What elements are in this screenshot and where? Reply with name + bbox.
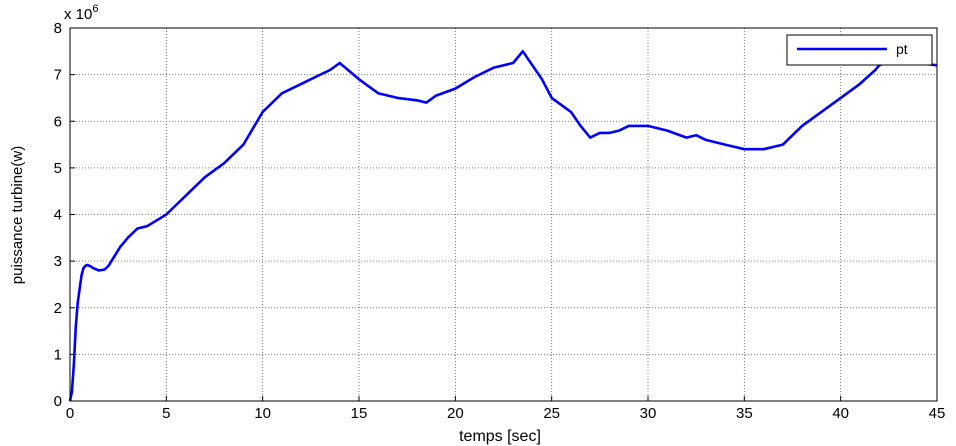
- series-layer: [68, 49, 938, 402]
- x-tick-label: 5: [162, 405, 170, 422]
- legend-label-pt: pt: [896, 41, 908, 57]
- y-tick-label: 1: [54, 346, 62, 363]
- y-multiplier-label: x 106: [64, 3, 98, 23]
- y-tick-label: 7: [54, 67, 62, 84]
- x-tick-label: 0: [66, 405, 74, 422]
- x-tick-label: 15: [351, 405, 368, 422]
- y-multiplier-exponent: 6: [92, 3, 98, 15]
- y-multiplier-base: x 10: [64, 6, 92, 23]
- x-tick-label: 45: [929, 405, 946, 422]
- series-line-pt: [68, 49, 938, 402]
- x-tick-label: 10: [254, 405, 271, 422]
- y-tick-label: 6: [54, 113, 62, 130]
- y-axis-label: puissance turbine(w): [9, 146, 26, 284]
- x-axis-label: temps [sec]: [459, 428, 541, 445]
- x-tick-label: 30: [640, 405, 657, 422]
- x-tick-label: 20: [447, 405, 464, 422]
- y-tick-label: 2: [54, 300, 62, 317]
- plot-frame: [69, 27, 938, 402]
- plot-area: [70, 28, 937, 401]
- y-tick-label: 5: [54, 160, 62, 177]
- y-tick-label: 8: [54, 20, 62, 37]
- y-tick-label: 4: [54, 207, 62, 224]
- x-tick-label: 25: [543, 405, 560, 422]
- x-tick-label: 40: [832, 405, 849, 422]
- y-axis-ticks: 0 1 2 3 4 5 6 7 8: [54, 20, 75, 410]
- legend: pt: [786, 34, 933, 66]
- y-tick-label: 0: [54, 393, 62, 410]
- x-axis-ticks: 0 5 10 15 20 25 30 35 40 45: [66, 396, 946, 422]
- x-tick-label: 35: [736, 405, 753, 422]
- y-tick-label: 3: [54, 253, 62, 270]
